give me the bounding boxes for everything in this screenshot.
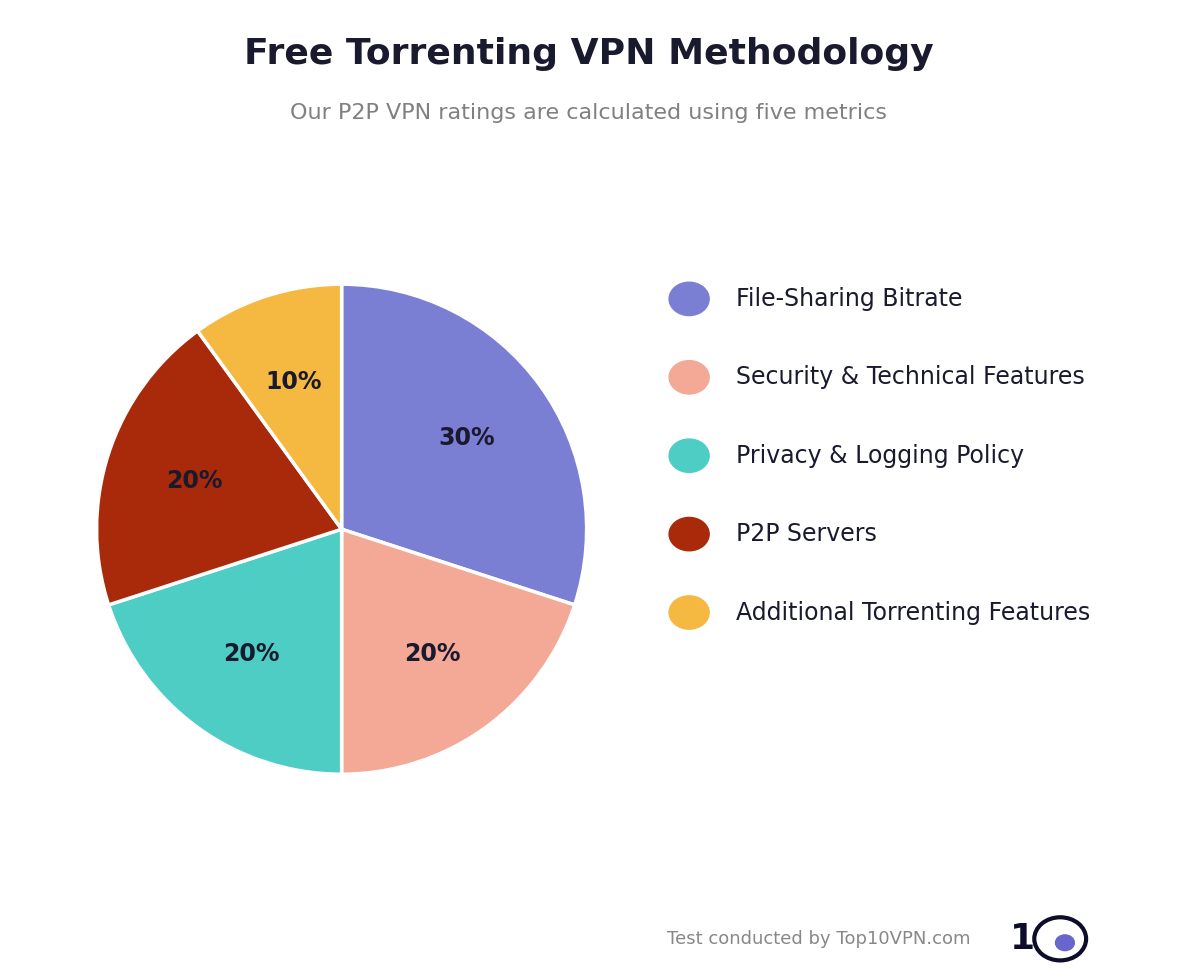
Text: Our P2P VPN ratings are calculated using five metrics: Our P2P VPN ratings are calculated using… — [291, 103, 887, 122]
Text: 20%: 20% — [223, 642, 279, 666]
Text: Free Torrenting VPN Methodology: Free Torrenting VPN Methodology — [244, 37, 934, 71]
Text: Additional Torrenting Features: Additional Torrenting Features — [736, 601, 1091, 624]
Text: P2P Servers: P2P Servers — [736, 522, 878, 546]
Wedge shape — [97, 331, 342, 605]
Text: 30%: 30% — [438, 426, 495, 451]
Text: 20%: 20% — [166, 469, 223, 494]
Wedge shape — [108, 529, 342, 774]
Text: Test conducted by Top10VPN.com: Test conducted by Top10VPN.com — [667, 930, 971, 948]
Text: Security & Technical Features: Security & Technical Features — [736, 366, 1085, 389]
Text: 1: 1 — [1010, 922, 1035, 956]
Wedge shape — [198, 284, 342, 529]
Text: File-Sharing Bitrate: File-Sharing Bitrate — [736, 287, 962, 311]
Text: 20%: 20% — [404, 642, 461, 666]
Wedge shape — [342, 529, 575, 774]
Wedge shape — [342, 284, 587, 605]
Text: Privacy & Logging Policy: Privacy & Logging Policy — [736, 444, 1025, 467]
Text: 10%: 10% — [266, 370, 322, 394]
